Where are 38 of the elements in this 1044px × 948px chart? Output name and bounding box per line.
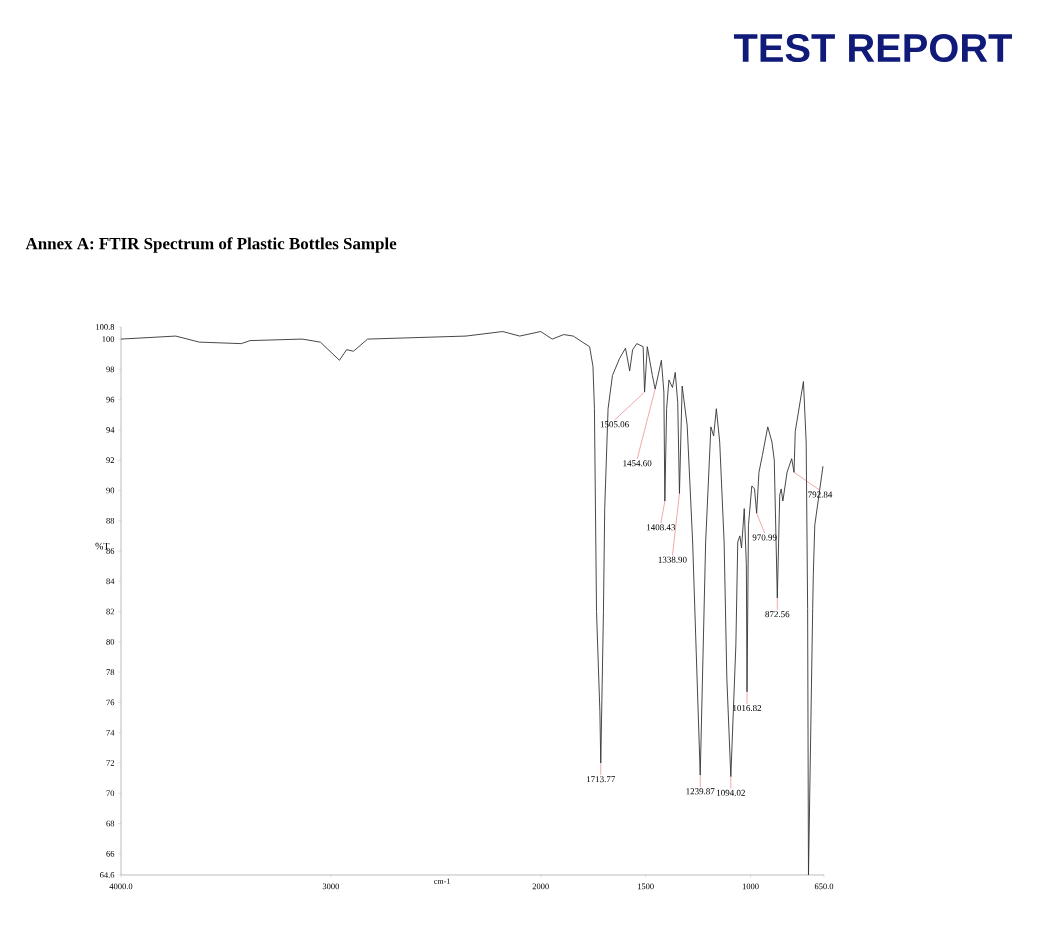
- y-tick-label: 86: [106, 548, 115, 554]
- y-tick-label: 64.6: [100, 872, 115, 878]
- y-tick-label: 78: [106, 669, 115, 675]
- y-tick-label: 92: [106, 457, 115, 464]
- y-tick-label: 98: [106, 366, 115, 373]
- y-tick-label: 100: [102, 336, 115, 342]
- annotation: 970.99: [752, 534, 777, 541]
- annotation: 1713.77: [586, 776, 616, 783]
- y-tick-label: 70: [106, 790, 115, 797]
- annotation: 1408.43: [647, 524, 676, 531]
- annotation: 1338.90: [658, 556, 687, 563]
- y-tick-label: 66: [106, 850, 115, 857]
- y-tick-label: 90: [106, 487, 115, 494]
- text: TEST REPORT: [733, 33, 1013, 63]
- annotation: 1094.02: [717, 789, 745, 796]
- x-tick-label: 1000: [742, 883, 759, 890]
- y-tick-label: 80: [106, 639, 115, 645]
- annotation: 792.84: [808, 491, 833, 498]
- x-tick-label: 4000.0: [109, 883, 133, 890]
- annotation: 872.56: [765, 611, 790, 618]
- y-tick-label: 88: [106, 517, 115, 524]
- x-tick-label: 2000: [532, 883, 549, 890]
- annotation: 1454.60: [623, 460, 652, 467]
- chart-title: Annex A: FTIR Spectrum of Plastic Bottles Sample: [25, 237, 397, 253]
- y-axis-title: %T: [95, 542, 110, 550]
- x-tick-label: 3000: [322, 883, 339, 890]
- x-tick-label: 1500: [637, 883, 654, 890]
- y-tick-label: 96: [106, 396, 115, 403]
- y-tick-label: 84: [106, 578, 115, 585]
- annotation: 1239.87: [686, 788, 715, 795]
- y-tick-label: 74: [106, 729, 115, 736]
- y-tick-label: 76: [106, 699, 115, 706]
- y-tick-label: 82: [106, 608, 115, 615]
- x-tick-label: 650.0: [814, 883, 834, 890]
- y-tick-label: 100.8: [96, 324, 115, 330]
- y-tick-label: 68: [106, 820, 115, 827]
- y-tick-label: 94: [106, 427, 115, 433]
- y-tick-label: 72: [106, 760, 115, 766]
